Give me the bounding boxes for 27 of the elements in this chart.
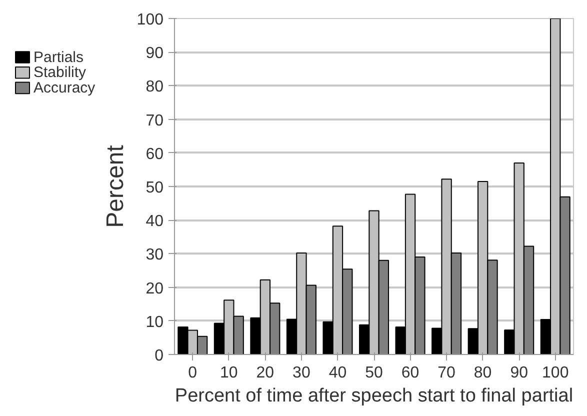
x-tick-label: 90: [510, 364, 528, 382]
y-tick-label: 20: [146, 280, 164, 298]
x-tick-label: 100: [542, 364, 569, 382]
y-tick-label: 10: [146, 314, 164, 331]
x-tick-label: 20: [256, 364, 274, 382]
legend-label: Accuracy: [34, 79, 96, 96]
x-tick-label: 10: [220, 364, 238, 382]
legend-label: Stability: [34, 64, 87, 82]
x-axis-title: Percent of time after speech start to final partial: [174, 386, 574, 406]
x-tick-label: 0: [188, 364, 198, 382]
y-tick-label: 100: [136, 12, 164, 28]
x-tick-label: 50: [365, 364, 383, 382]
y-tick-label: 40: [146, 213, 164, 230]
x-tick-label: 30: [292, 364, 310, 382]
y-tick-label: 0: [154, 348, 164, 364]
y-tick-label: 80: [146, 78, 164, 96]
legend-label: Partials: [34, 48, 84, 66]
y-tick-label: 90: [146, 45, 164, 62]
y-tick-label: 70: [146, 112, 164, 130]
y-axis-title: Percent: [102, 144, 129, 228]
y-tick-label: 60: [146, 146, 164, 163]
x-tick-label: 80: [474, 364, 492, 382]
x-tick-label: 60: [401, 364, 420, 382]
y-tick-label: 30: [146, 246, 164, 264]
y-tick-label: 50: [146, 180, 164, 196]
x-tick-label: 40: [328, 364, 347, 382]
x-tick-label: 70: [438, 364, 456, 382]
